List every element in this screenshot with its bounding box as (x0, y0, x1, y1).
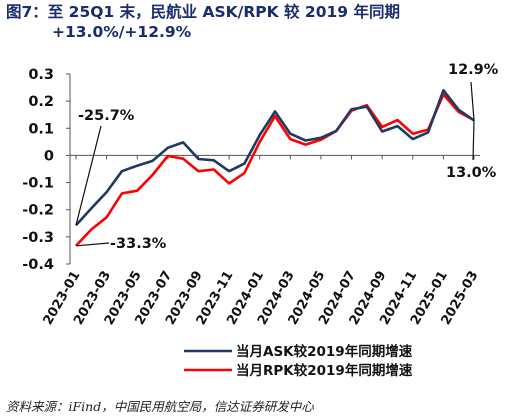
annotation-leader (75, 242, 110, 247)
annotation-label: 13.0% (446, 165, 497, 181)
y-tick-label: 0.3 (28, 67, 54, 83)
annotation-label: 12.9% (448, 62, 499, 78)
line-chart: 0.30.20.10-0.1-0.2-0.3-0.42023-012023-03… (22, 62, 499, 379)
annotation-leader (75, 125, 102, 226)
annotation-label: -25.7% (78, 108, 135, 124)
y-tick-label: -0.1 (22, 176, 54, 192)
series-line (75, 89, 475, 227)
y-tick-label: 0 (44, 148, 54, 164)
y-tick-label: -0.4 (22, 257, 54, 273)
legend-label: 当月RPK较2019年同期增速 (236, 362, 413, 379)
figure-title-line1: 图7：至 25Q1 末，民航业 ASK/RPK 较 2019 年同期 (6, 3, 400, 21)
figure-title: 图7：至 25Q1 末，民航业 ASK/RPK 较 2019 年同期 +13.0… (6, 2, 512, 42)
annotation-leader (470, 81, 475, 121)
y-tick-label: -0.2 (22, 203, 54, 219)
legend-label: 当月ASK较2019年同期增速 (236, 343, 413, 360)
figure-title-line2: +13.0%/+12.9% (52, 23, 192, 41)
y-tick-label: 0.1 (28, 121, 54, 137)
source-note: 资料来源：iFind，中国民用航空局，信达证券研发中心 (6, 399, 314, 414)
series-line (75, 93, 475, 247)
y-tick-label: 0.2 (28, 94, 54, 110)
y-tick-label: -0.3 (22, 230, 54, 246)
annotation-leader (472, 120, 475, 161)
annotation-label: -33.3% (110, 236, 167, 252)
